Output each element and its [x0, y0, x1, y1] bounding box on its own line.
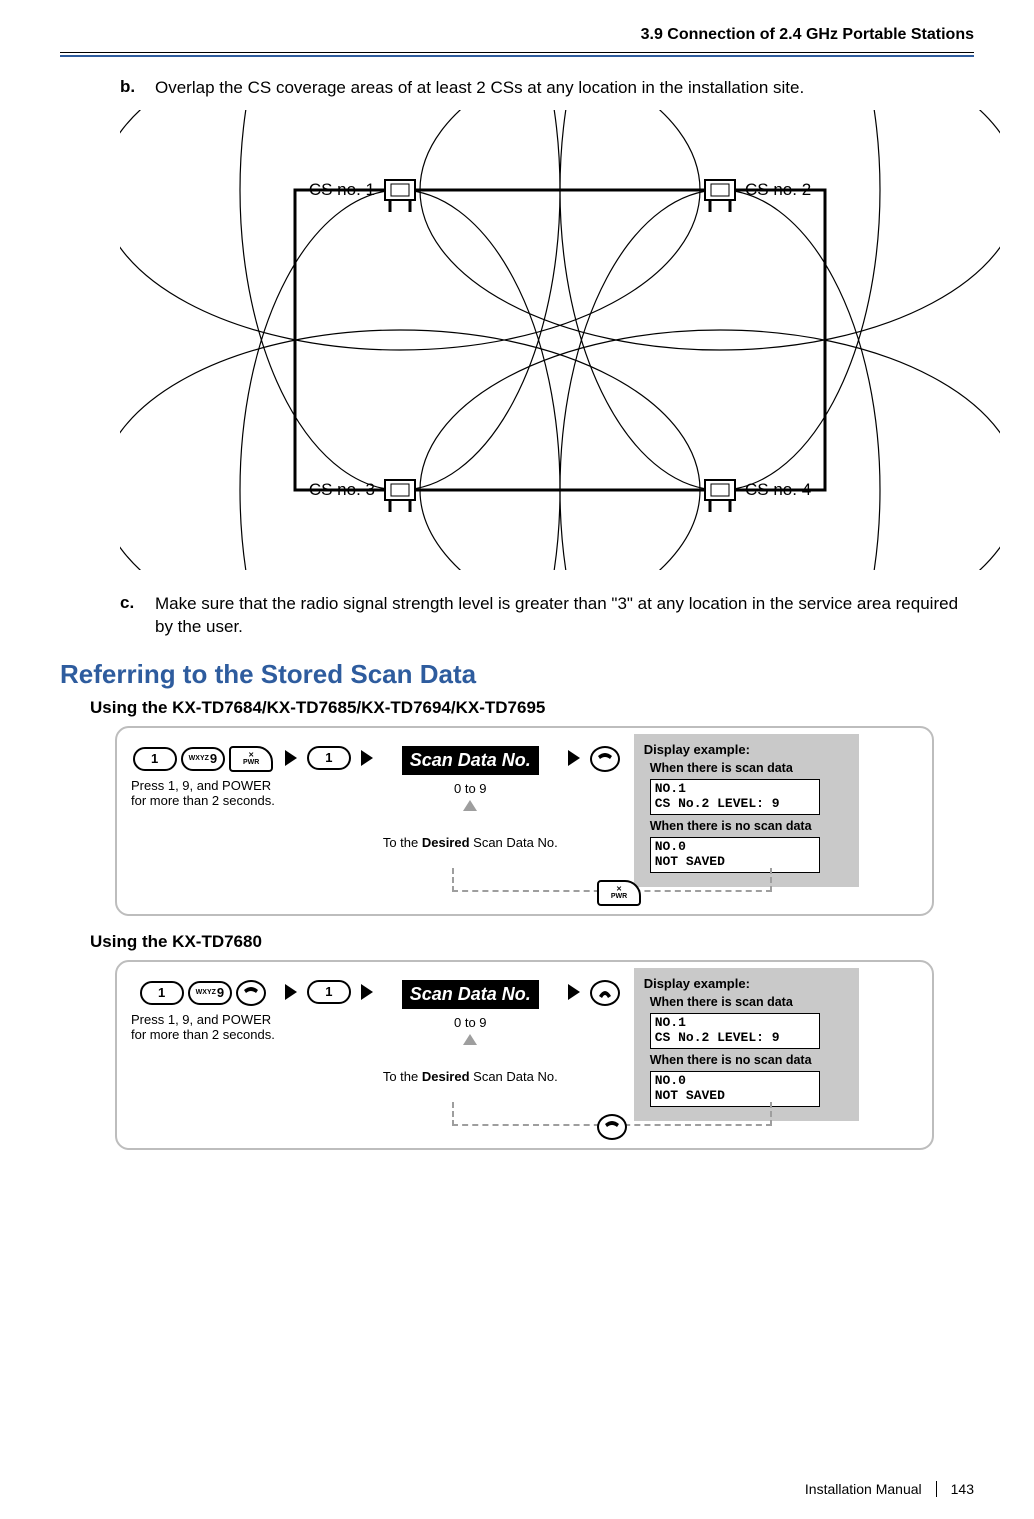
- lcd-scan: NO.1 CS No.2 LEVEL: 9: [650, 1013, 820, 1049]
- footer-page: 143: [951, 1481, 974, 1497]
- key-1: 1: [140, 981, 184, 1005]
- footer-manual: Installation Manual: [805, 1481, 922, 1497]
- lcd-scan: NO.1 CS No.2 LEVEL: 9: [650, 779, 820, 815]
- arrow-icon: [361, 750, 373, 766]
- onhook-icon: [236, 980, 266, 1006]
- scan-data-group: Scan Data No. 0 to 9 To the Desired Scan…: [383, 746, 558, 850]
- scan-data-label: Scan Data No.: [402, 980, 539, 1009]
- header-rule: [60, 52, 974, 53]
- display-example-2: Display example: When there is scan data…: [634, 968, 859, 1121]
- heading-stored-scan: Referring to the Stored Scan Data: [60, 659, 974, 690]
- desired-note: To the Desired Scan Data No.: [383, 835, 558, 850]
- text-b: Overlap the CS coverage areas of at leas…: [155, 77, 974, 100]
- flow-panel-2: 1 WXYZ9 Press 1, 9, and POWERfor more th…: [115, 960, 934, 1150]
- when-no-scan: When there is no scan data: [650, 1053, 849, 1067]
- power-key-return: ✕PWR: [597, 880, 641, 906]
- key-9: WXYZ9: [181, 747, 225, 771]
- text-c: Make sure that the radio signal strength…: [155, 593, 974, 639]
- when-scan: When there is scan data: [650, 995, 849, 1009]
- display-header: Display example:: [644, 742, 849, 757]
- svg-text:CS no. 3: CS no. 3: [309, 480, 375, 499]
- svg-text:CS no. 1: CS no. 1: [309, 180, 375, 199]
- list-item-c: c. Make sure that the radio signal stren…: [120, 593, 974, 639]
- key-1: 1: [133, 747, 177, 771]
- list-item-b: b. Overlap the CS coverage areas of at l…: [120, 77, 974, 100]
- scan-data-label: Scan Data No.: [402, 746, 539, 775]
- display-header: Display example:: [644, 976, 849, 991]
- display-example-1: Display example: When there is scan data…: [634, 734, 859, 887]
- key-1-again: 1: [307, 746, 351, 770]
- coverage-diagram: CS no. 1 CS no. 2 CS no. 3 CS no. 4: [120, 110, 974, 573]
- section-title: 3.9 Connection of 2.4 GHz Portable Stati…: [60, 26, 974, 44]
- keys-group-2: 1 WXYZ9 Press 1, 9, and POWERfor more th…: [131, 980, 275, 1043]
- up-arrow-icon: [463, 800, 477, 811]
- svg-text:CS no. 2: CS no. 2: [745, 180, 811, 199]
- subheading-flow1: Using the KX-TD7684/KX-TD7685/KX-TD7694/…: [90, 698, 974, 718]
- label-c: c.: [120, 593, 155, 639]
- scan-range: 0 to 9: [454, 781, 487, 796]
- flow-panel-1: 1 WXYZ9 ✕PWR Press 1, 9, and POWERfor mo…: [115, 726, 934, 916]
- arrow-icon: [285, 750, 297, 766]
- arrow-icon: [361, 984, 373, 1000]
- keys-group-1: 1 WXYZ9 ✕PWR Press 1, 9, and POWERfor mo…: [131, 746, 275, 809]
- onhook-icon: [590, 746, 620, 772]
- up-arrow-icon: [463, 1034, 477, 1045]
- arrow-icon: [568, 984, 580, 1000]
- svg-text:CS no. 4: CS no. 4: [745, 480, 811, 499]
- footer: Installation Manual 143: [805, 1481, 974, 1497]
- when-no-scan: When there is no scan data: [650, 819, 849, 833]
- press-note-2: Press 1, 9, and POWERfor more than 2 sec…: [131, 1012, 275, 1043]
- key-1-again: 1: [307, 980, 351, 1004]
- onhook-return-icon: [597, 1114, 627, 1140]
- scan-data-group-2: Scan Data No. 0 to 9 To the Desired Scan…: [383, 980, 558, 1084]
- desired-note-2: To the Desired Scan Data No.: [383, 1069, 558, 1084]
- subheading-flow2: Using the KX-TD7680: [90, 932, 974, 952]
- offhook-icon: [590, 980, 620, 1006]
- footer-divider: [936, 1481, 937, 1497]
- arrow-icon: [568, 750, 580, 766]
- key-9: WXYZ9: [188, 981, 232, 1005]
- when-scan: When there is scan data: [650, 761, 849, 775]
- label-b: b.: [120, 77, 155, 100]
- header-rule-accent: [60, 55, 974, 57]
- power-key: ✕PWR: [229, 746, 273, 772]
- press-note-1: Press 1, 9, and POWERfor more than 2 sec…: [131, 778, 275, 809]
- scan-range: 0 to 9: [454, 1015, 487, 1030]
- arrow-icon: [285, 984, 297, 1000]
